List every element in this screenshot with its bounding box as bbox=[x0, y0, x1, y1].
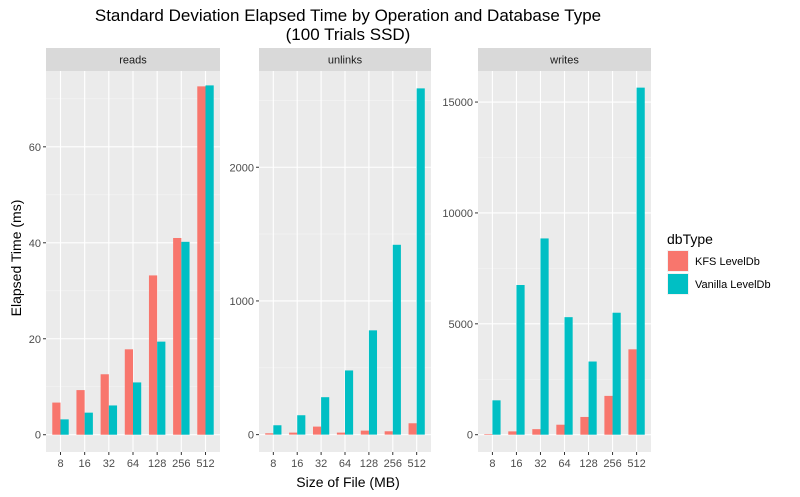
x-tick-label: 8 bbox=[57, 458, 63, 470]
x-tick-label: 128 bbox=[148, 458, 166, 470]
y-tick-label: 60 bbox=[29, 142, 41, 154]
y-tick-label: 2000 bbox=[230, 162, 254, 174]
x-tick-label: 128 bbox=[360, 458, 378, 470]
x-tick-label: 64 bbox=[127, 458, 139, 470]
facet-strip bbox=[46, 48, 220, 71]
bar-unlinks-kfs-leveldb-32 bbox=[312, 426, 322, 435]
bar-writes-vanilla-leveldb-128 bbox=[588, 361, 597, 435]
bar-unlinks-vanilla-leveldb-512 bbox=[416, 88, 425, 435]
bar-reads-vanilla-leveldb-8 bbox=[60, 419, 69, 435]
bar-reads-kfs-leveldb-16 bbox=[76, 390, 85, 435]
y-tick-label: 10000 bbox=[442, 208, 473, 220]
bar-writes-kfs-leveldb-16 bbox=[508, 431, 517, 435]
x-tick-label: 128 bbox=[579, 458, 597, 470]
legend-entry-label: Vanilla LevelDb bbox=[695, 279, 771, 291]
bar-reads-vanilla-leveldb-32 bbox=[108, 405, 118, 435]
x-tick-label: 16 bbox=[79, 458, 91, 470]
bar-unlinks-kfs-leveldb-64 bbox=[336, 432, 345, 435]
x-axis-label: Size of File (MB) bbox=[296, 474, 399, 490]
bar-reads-kfs-leveldb-64 bbox=[124, 349, 133, 435]
bar-unlinks-vanilla-leveldb-8 bbox=[273, 425, 282, 435]
bar-writes-vanilla-leveldb-256 bbox=[612, 312, 621, 435]
legend-key-swatch bbox=[668, 274, 688, 294]
y-tick-label: 0 bbox=[35, 430, 41, 442]
x-tick-label: 512 bbox=[196, 458, 214, 470]
bar-writes-vanilla-leveldb-16 bbox=[516, 285, 525, 435]
facet-strip-label: writes bbox=[549, 55, 579, 67]
x-tick-label: 8 bbox=[270, 458, 276, 470]
x-tick-label: 32 bbox=[315, 458, 327, 470]
bar-writes-kfs-leveldb-512 bbox=[628, 349, 637, 435]
x-tick-label: 512 bbox=[627, 458, 645, 470]
facet-writes: writes 0 5000 10000 15000 8 16 32 64 128 256 512 bbox=[442, 48, 651, 470]
y-tick-label: 5000 bbox=[449, 319, 473, 331]
bar-unlinks-kfs-leveldb-512 bbox=[408, 423, 417, 435]
bar-unlinks-vanilla-leveldb-256 bbox=[392, 244, 401, 435]
bar-reads-vanilla-leveldb-128 bbox=[157, 341, 166, 435]
bar-reads-kfs-leveldb-8 bbox=[52, 402, 61, 435]
x-tick-label: 256 bbox=[172, 458, 190, 470]
bar-reads-vanilla-leveldb-64 bbox=[133, 382, 142, 435]
bar-writes-kfs-leveldb-32 bbox=[532, 429, 541, 435]
legend-key-swatch bbox=[668, 251, 688, 271]
bar-unlinks-kfs-leveldb-128 bbox=[360, 430, 369, 435]
facet-strip bbox=[259, 48, 431, 71]
facet-panels: reads 0 20 40 60 8 16 32 64 128 256 512 unlinks 0 1000… bbox=[29, 48, 651, 470]
x-tick-label: 8 bbox=[489, 458, 495, 470]
legend-entry-label: KFS LevelDb bbox=[695, 256, 760, 268]
bar-reads-vanilla-leveldb-256 bbox=[181, 241, 190, 435]
bar-unlinks-kfs-leveldb-8 bbox=[265, 433, 274, 435]
chart-title: Standard Deviation Elapsed Time by Opera… bbox=[95, 6, 601, 25]
bar-writes-vanilla-leveldb-8 bbox=[492, 400, 501, 435]
y-tick-label: 1000 bbox=[230, 296, 254, 308]
bar-unlinks-kfs-leveldb-16 bbox=[289, 432, 298, 435]
bar-writes-kfs-leveldb-8 bbox=[484, 434, 493, 435]
facet-unlinks: unlinks 0 1000 2000 8 16 32 64 128 256 512 bbox=[230, 48, 431, 470]
y-tick-label: 20 bbox=[29, 334, 41, 346]
bar-writes-vanilla-leveldb-32 bbox=[540, 238, 549, 435]
bar-reads-kfs-leveldb-32 bbox=[100, 374, 109, 435]
facet-strip-label: reads bbox=[119, 55, 147, 67]
bar-reads-kfs-leveldb-256 bbox=[173, 237, 182, 435]
x-tick-label: 32 bbox=[103, 458, 115, 470]
x-tick-label: 64 bbox=[558, 458, 570, 470]
bar-writes-kfs-leveldb-128 bbox=[580, 416, 589, 435]
legend: dbType KFS LevelDb Vanilla LevelDb bbox=[667, 231, 771, 295]
bar-reads-kfs-leveldb-128 bbox=[148, 275, 158, 435]
y-tick-label: 40 bbox=[29, 238, 41, 250]
bar-unlinks-vanilla-leveldb-32 bbox=[321, 397, 330, 435]
x-tick-label: 32 bbox=[534, 458, 546, 470]
bar-writes-kfs-leveldb-256 bbox=[604, 395, 613, 435]
x-tick-label: 16 bbox=[510, 458, 522, 470]
bar-reads-kfs-leveldb-512 bbox=[197, 86, 206, 435]
bar-writes-kfs-leveldb-64 bbox=[556, 424, 565, 435]
bar-reads-vanilla-leveldb-16 bbox=[84, 412, 93, 435]
legend-title: dbType bbox=[667, 231, 713, 247]
bar-unlinks-vanilla-leveldb-64 bbox=[345, 370, 354, 435]
facet-strip-label: unlinks bbox=[328, 55, 363, 67]
x-tick-label: 256 bbox=[603, 458, 621, 470]
x-tick-label: 16 bbox=[291, 458, 303, 470]
y-tick-label: 0 bbox=[467, 430, 473, 442]
bar-unlinks-kfs-leveldb-256 bbox=[384, 431, 393, 435]
facet-reads: reads 0 20 40 60 8 16 32 64 128 256 512 bbox=[29, 48, 220, 470]
x-tick-label: 64 bbox=[339, 458, 351, 470]
y-tick-label: 0 bbox=[248, 430, 254, 442]
x-tick-label: 512 bbox=[407, 458, 425, 470]
bar-writes-vanilla-leveldb-512 bbox=[636, 87, 645, 435]
bar-writes-vanilla-leveldb-64 bbox=[564, 317, 573, 435]
x-tick-label: 256 bbox=[384, 458, 402, 470]
y-axis-label: Elapsed Time (ms) bbox=[8, 200, 24, 317]
facet-strip bbox=[478, 48, 651, 71]
chart-subtitle: (100 Trials SSD) bbox=[286, 25, 411, 44]
bar-unlinks-vanilla-leveldb-128 bbox=[368, 330, 378, 435]
bar-unlinks-vanilla-leveldb-16 bbox=[297, 415, 306, 435]
bar-reads-vanilla-leveldb-512 bbox=[205, 85, 214, 435]
y-tick-label: 15000 bbox=[442, 97, 473, 109]
